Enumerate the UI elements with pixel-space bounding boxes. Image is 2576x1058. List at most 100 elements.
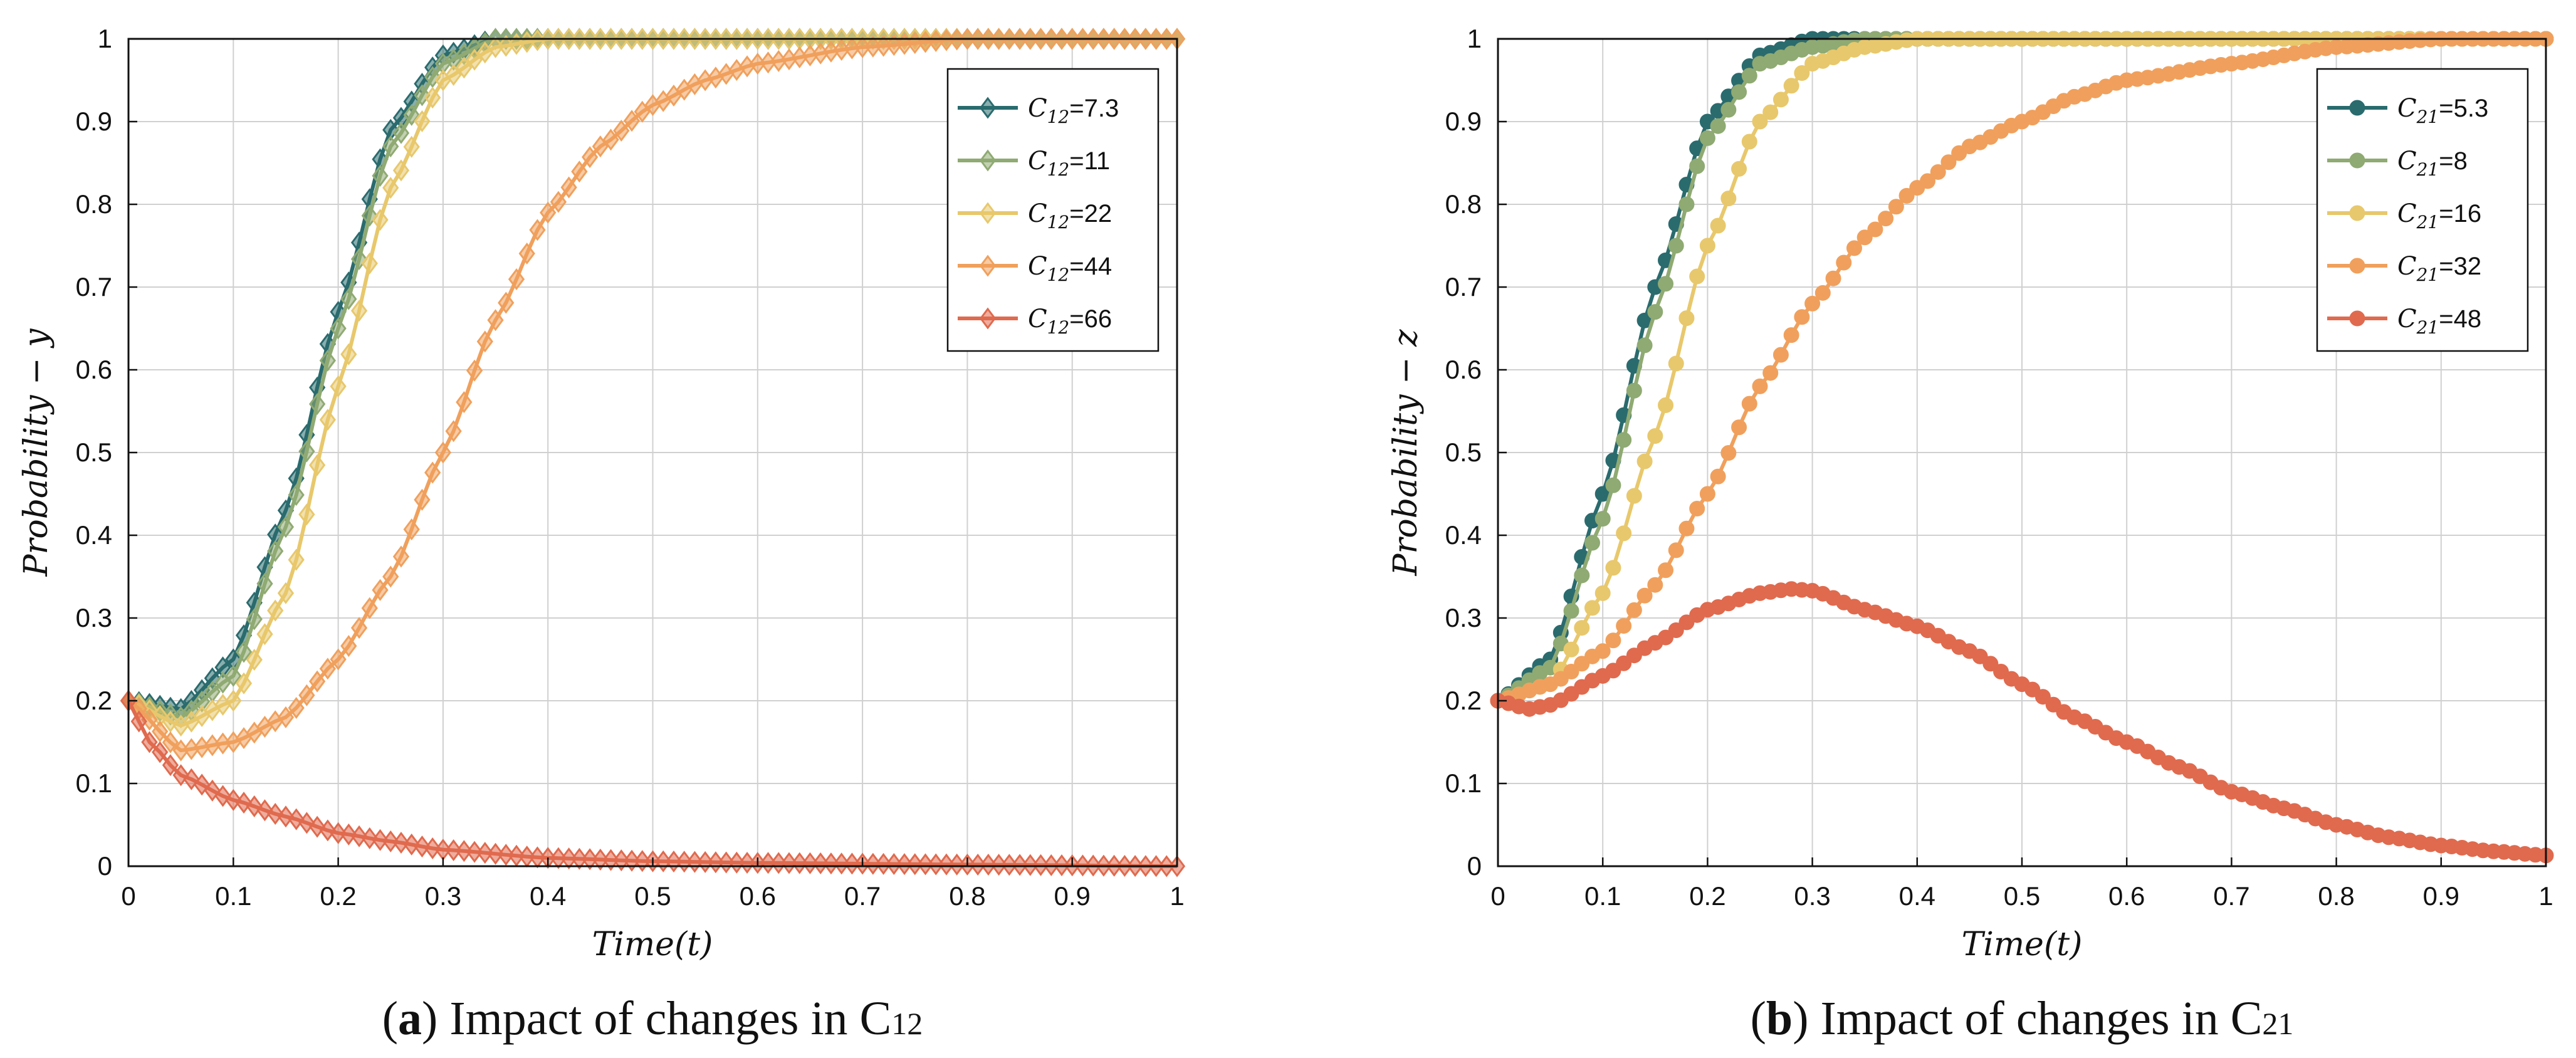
data-point	[1626, 382, 1642, 399]
data-point	[162, 754, 179, 777]
data-point	[350, 300, 368, 322]
data-point	[550, 847, 567, 869]
y-axis-label: Probability − z	[1387, 329, 1425, 577]
legend-value: =22	[1069, 200, 1112, 228]
data-point	[476, 842, 493, 864]
y-tick-label: 0.5	[1445, 437, 1482, 467]
data-point	[330, 317, 347, 340]
legend-entry: C21=8	[2327, 147, 2468, 180]
data-point	[424, 837, 441, 859]
data-point	[655, 850, 672, 872]
legend-symbol: C	[1028, 94, 1047, 123]
legend-marker	[979, 202, 997, 224]
data-point	[498, 844, 515, 866]
data-point	[2034, 689, 2051, 705]
data-point	[392, 832, 410, 854]
data-point	[382, 135, 399, 158]
y-tick-label: 0.8	[1445, 189, 1482, 219]
data-point	[1846, 240, 1862, 256]
data-point	[1710, 118, 1726, 134]
x-tick-labels: 0 0.1 0.2 0.3 0.4 0.5 0.6 0.7 0.8 0.9 1	[121, 857, 1185, 911]
data-point	[372, 579, 389, 601]
data-point	[309, 815, 326, 838]
data-point	[414, 488, 431, 511]
data-point	[613, 849, 630, 872]
caption-a-sub: 12	[891, 1006, 923, 1041]
data-point	[277, 516, 295, 538]
data-point	[1940, 154, 1957, 170]
data-point	[1605, 632, 1621, 649]
data-point	[424, 86, 441, 109]
data-point	[403, 518, 420, 541]
y-tick-label: 0.9	[76, 107, 112, 136]
data-point	[1699, 130, 1715, 146]
data-point	[613, 119, 630, 142]
legend-entry: C21=16	[2327, 199, 2481, 233]
data-point	[214, 671, 231, 694]
x-tick-label: 1	[1170, 881, 1184, 911]
data-point	[1741, 68, 1757, 84]
data-point	[256, 799, 273, 822]
x-tick-label: 0.1	[215, 881, 251, 911]
data-point	[403, 833, 420, 856]
data-point	[487, 842, 504, 865]
data-point	[298, 684, 315, 706]
data-point	[424, 461, 441, 484]
data-point	[330, 648, 347, 671]
data-point	[718, 851, 735, 874]
data-point	[403, 135, 420, 158]
data-point	[340, 343, 357, 365]
legend-label: C12=11	[1028, 147, 1110, 180]
y-tick-label: 0	[1467, 851, 1482, 881]
data-point	[298, 503, 315, 526]
legend-label: C21=16	[2397, 199, 2481, 233]
x-tick-label: 0.2	[1689, 881, 1725, 911]
data-point	[1626, 602, 1642, 618]
data-point	[298, 440, 315, 463]
data-point	[1731, 419, 1747, 436]
y-tick-label: 0.3	[1445, 603, 1482, 632]
data-point	[267, 599, 284, 622]
x-tick-label: 0	[1490, 881, 1505, 911]
data-point	[1584, 535, 1600, 551]
y-tick-label: 0.1	[1445, 768, 1482, 798]
data-point	[1720, 191, 1737, 207]
legend-symbol: C	[2397, 305, 2417, 333]
y-tick-label: 0.2	[76, 686, 112, 715]
x-tick-label: 0.6	[2108, 881, 2145, 911]
data-point	[277, 706, 295, 728]
data-point	[476, 330, 493, 353]
data-point	[1563, 641, 1579, 657]
legend-entry: C21=5.3	[2327, 94, 2488, 127]
data-point	[1878, 211, 1894, 227]
panel-b: 0 0.1 0.2 0.3 0.4 0.5 0.6 0.7 0.8 0.9 1 0 0.1 0.2 0.3…	[1387, 24, 2554, 963]
legend-subscript: 21	[2416, 212, 2439, 233]
x-tick-label: 0.8	[949, 881, 985, 911]
data-point	[1668, 238, 1684, 254]
data-point	[225, 788, 242, 811]
data-point	[361, 597, 378, 619]
legend-symbol: C	[2397, 252, 2417, 281]
data-point	[571, 160, 588, 183]
data-point	[560, 176, 577, 199]
data-point	[350, 825, 368, 847]
legend-symbol: C	[2397, 199, 2417, 228]
data-point	[445, 839, 462, 862]
y-tick-label: 0.3	[76, 603, 112, 632]
data-point	[246, 608, 263, 631]
legend-label: C21=32	[2397, 252, 2481, 285]
legend-value: =48	[2439, 305, 2481, 333]
data-point	[350, 248, 368, 270]
data-point	[540, 201, 557, 224]
data-point	[592, 135, 609, 158]
data-point	[634, 100, 651, 123]
data-point	[183, 768, 200, 790]
data-point	[1888, 199, 1904, 215]
data-point	[581, 848, 599, 871]
legend-entry: C12=22	[958, 199, 1112, 233]
data-point	[340, 288, 357, 310]
legend-symbol: C	[2397, 94, 2417, 123]
data-point	[1616, 618, 1632, 634]
data-point	[1741, 134, 1757, 150]
data-point	[1699, 486, 1715, 502]
